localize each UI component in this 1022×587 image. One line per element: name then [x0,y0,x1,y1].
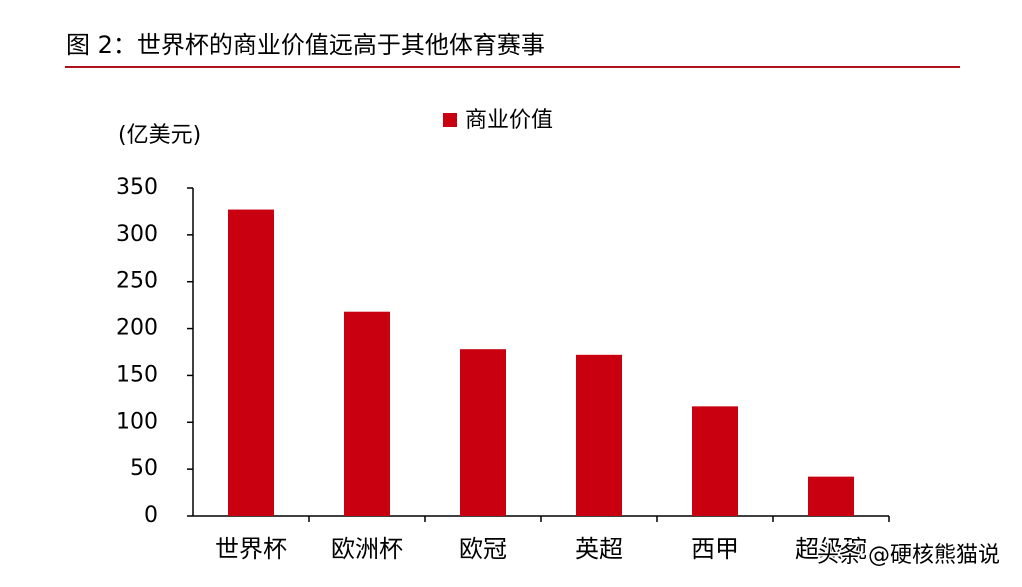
legend-swatch [443,113,457,127]
x-tick-label: 欧冠 [459,535,507,563]
x-tick-label: 世界杯 [215,535,287,563]
watermark: 头条 @硬核熊猫说 [817,543,1000,568]
y-tick-label: 350 [116,175,158,200]
x-tick-label: 欧洲杯 [331,535,403,563]
x-tick-label: 超级碗 [795,535,867,563]
y-axis-label: (亿美元) [118,123,201,148]
y-tick-label: 0 [144,503,158,528]
x-tick-label: 西甲 [691,535,739,563]
bar [692,406,738,516]
y-tick-label: 50 [130,456,158,481]
y-tick-label: 250 [116,269,158,294]
chart-title: 图 2：世界杯的商业价值远高于其他体育赛事 [66,31,545,59]
bar [228,209,274,516]
x-tick-label: 英超 [575,535,623,563]
bar [344,311,390,516]
bar [460,349,506,516]
y-tick-label: 300 [116,222,158,247]
bar [808,476,854,516]
legend-label: 商业价值 [465,108,553,133]
y-tick-label: 150 [116,362,158,387]
y-tick-label: 200 [116,316,158,341]
y-tick-label: 100 [116,409,158,434]
bar [576,354,622,516]
